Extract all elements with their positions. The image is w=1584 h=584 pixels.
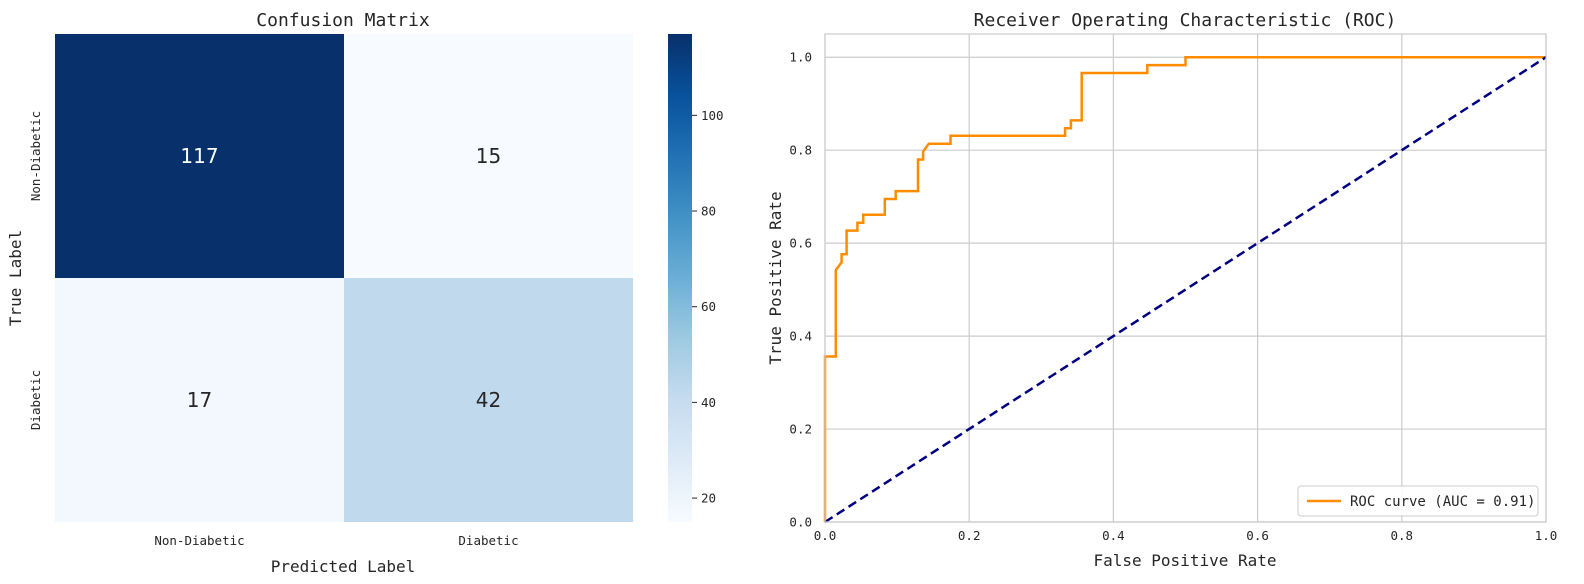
roc-y-axis-label: True Positive Rate	[766, 191, 785, 364]
cm-y-axis-label: True Label	[6, 230, 25, 326]
roc-x-tick-label: 0.6	[1246, 528, 1269, 543]
colorbar-ticks: 20 40 60 80 100	[692, 108, 724, 506]
roc-y-tick-label: 1.0	[789, 50, 812, 65]
roc-lines	[823, 55, 1547, 524]
colorbar-tick-label: 100	[701, 108, 724, 123]
roc-x-axis-label: False Positive Rate	[1093, 551, 1276, 570]
cm-cell-1-1	[344, 278, 633, 522]
roc-x-tick-label: 0.8	[1391, 528, 1414, 543]
cm-cell-label-1-0: 17	[187, 388, 212, 412]
cm-y-tick-label: Diabetic	[28, 370, 43, 430]
cm-y-tick-label: Non-Diabetic	[28, 111, 43, 201]
legend-box	[1297, 485, 1539, 517]
roc-x-tick-label: 1.0	[1535, 528, 1558, 543]
cm-cells: 117 15 17 42	[55, 34, 633, 522]
roc-frame	[824, 33, 1547, 523]
roc-legend: ROC curve (AUC = 0.91)	[1297, 485, 1539, 517]
cm-cell-label-1-1: 42	[476, 388, 501, 412]
roc-chart: Receiver Operating Characteristic (ROC) …	[766, 10, 1557, 570]
cm-cell-label-0-0: 117	[180, 144, 218, 168]
cm-x-tick-label: Diabetic	[458, 533, 518, 548]
cm-y-ticks: Non-Diabetic Diabetic	[28, 111, 43, 430]
colorbar	[668, 34, 692, 522]
roc-y-tick-label: 0.2	[789, 422, 812, 437]
roc-y-ticks: 0.0 0.2 0.4 0.6 0.8 1.0	[789, 50, 812, 530]
roc-x-tick-label: 0.2	[958, 528, 981, 543]
legend-label-roc: ROC curve (AUC = 0.91)	[1350, 494, 1535, 510]
roc-x-ticks: 0.0 0.2 0.4 0.6 0.8 1.0	[814, 528, 1558, 543]
roc-y-tick-label: 0.6	[789, 236, 812, 251]
colorbar-tick-label: 80	[701, 204, 716, 219]
roc-y-tick-label: 0.4	[789, 329, 812, 344]
cm-cell-0-0	[55, 34, 344, 278]
cm-x-axis-label: Predicted Label	[271, 557, 416, 576]
colorbar-tick-label: 20	[701, 491, 716, 506]
cm-cell-label-0-1: 15	[476, 144, 501, 168]
cm-cell-0-1	[344, 34, 633, 278]
roc-y-tick-label: 0.8	[789, 143, 812, 158]
cm-x-tick-label: Non-Diabetic	[154, 533, 244, 548]
roc-title: Receiver Operating Characteristic (ROC)	[974, 10, 1397, 31]
roc-x-tick-label: 0.4	[1102, 528, 1125, 543]
colorbar-tick-label: 60	[701, 299, 716, 314]
colorbar-tick-label: 40	[701, 395, 716, 410]
roc-y-tick-label: 0.0	[789, 515, 812, 530]
roc-curve-line	[823, 55, 1546, 522]
cm-title: Confusion Matrix	[256, 10, 430, 31]
chance-diagonal-line	[824, 56, 1547, 524]
roc-grid	[824, 34, 1547, 523]
cm-cell-1-0	[55, 278, 344, 522]
roc-x-tick-label: 0.0	[814, 528, 837, 543]
confusion-matrix-chart: Confusion Matrix 117 15 17 42 Non-Diabetic D…	[6, 10, 724, 576]
cm-x-ticks: Non-Diabetic Diabetic	[154, 533, 518, 548]
